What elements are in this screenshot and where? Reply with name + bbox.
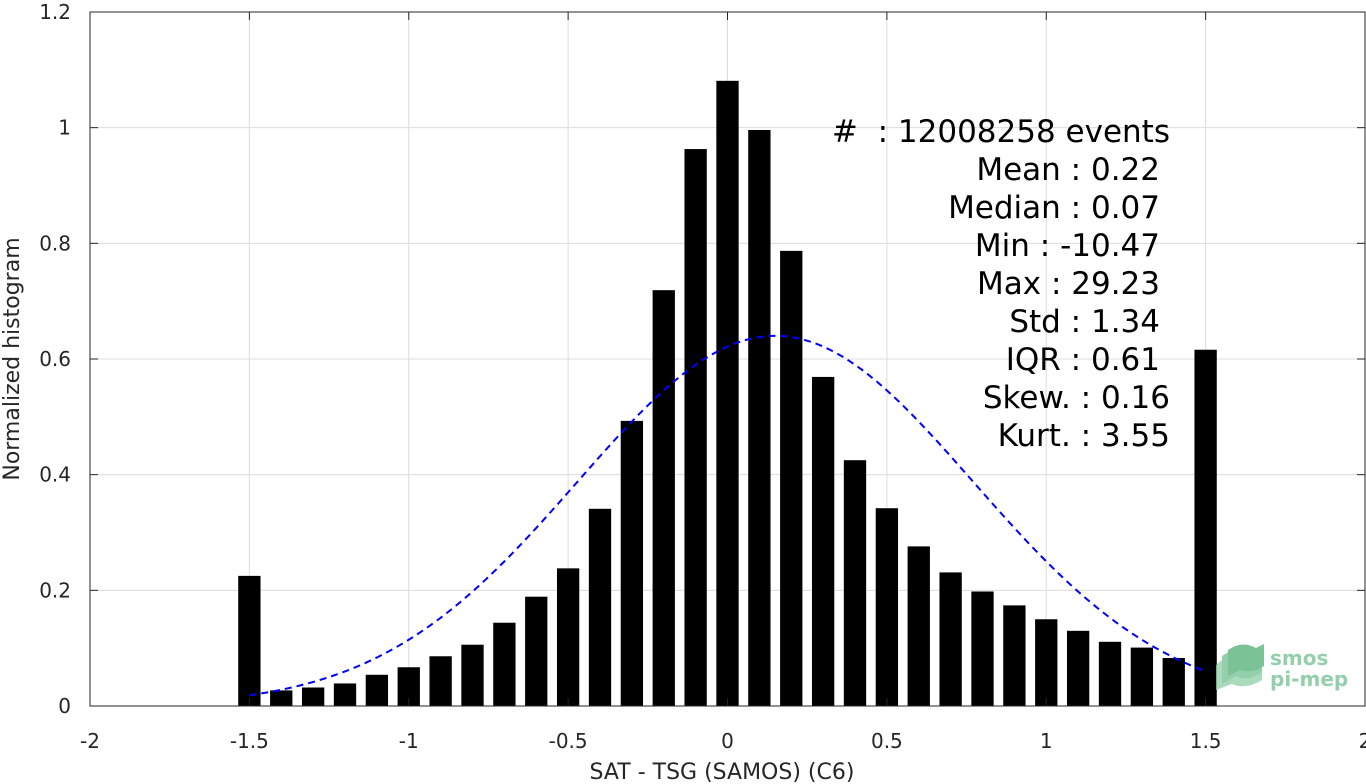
histogram-bar [556, 568, 580, 706]
histogram-bar [1162, 657, 1185, 706]
histogram-bar [620, 420, 644, 706]
stat-max: Max : 29.23 [977, 266, 1160, 302]
x-tick-label: 1 [1040, 729, 1053, 753]
x-tick-label: -1 [399, 729, 419, 753]
smos-pimep-logo: smos pi-mep [1216, 644, 1348, 691]
y-tick-label: 0 [58, 694, 71, 718]
logo-text-pimep: pi-mep [1270, 667, 1348, 691]
x-axis-label: SAT - TSG (SAMOS) (C6) [590, 760, 855, 784]
histogram-bar [525, 596, 548, 706]
histogram-bar [365, 674, 389, 706]
stat-skew: Skew. : 0.16 [983, 380, 1170, 416]
stat-std: Std : 1.34 [1009, 304, 1160, 340]
histogram-bar [301, 687, 325, 706]
histogram-bar [333, 683, 357, 706]
histogram-bar [397, 667, 420, 706]
histogram-bar [1035, 619, 1058, 706]
histogram-bar [1098, 641, 1122, 706]
x-tick-label: 1.5 [1190, 729, 1222, 753]
histogram-bar [588, 508, 612, 706]
y-tick-label: 0.8 [39, 231, 71, 255]
histogram-bar [238, 575, 261, 706]
histogram-bars [238, 80, 1217, 707]
histogram-bar [907, 546, 930, 706]
x-tick-label: -0.5 [549, 729, 588, 753]
histogram-bar [1194, 349, 1217, 706]
x-tick-label: -2 [80, 729, 100, 753]
logo-text-smos: smos [1270, 646, 1328, 670]
histogram-bar [461, 644, 484, 706]
y-tick-labels: 0 0.2 0.4 0.6 0.8 1 1.2 [39, 0, 71, 718]
y-axis-label: Normalized histogram [0, 237, 25, 480]
stat-median: Median : 0.07 [948, 190, 1160, 226]
histogram-bar [939, 572, 962, 706]
histogram-bar [843, 460, 867, 706]
x-tick-label: -1.5 [230, 729, 269, 753]
x-tick-label: 0 [721, 729, 734, 753]
histogram-bar [1066, 630, 1090, 706]
histogram-bar [748, 129, 771, 707]
histogram-bar [1003, 605, 1026, 706]
histogram-bar [270, 690, 293, 706]
logo-wave-icon [1216, 644, 1264, 690]
x-tick-label: 2 [1359, 729, 1366, 753]
y-tick-label: 0.2 [39, 578, 71, 602]
histogram-bar [971, 591, 994, 706]
histogram-bar [684, 149, 707, 706]
histogram-bar [875, 508, 899, 706]
axes [89, 11, 1366, 707]
histogram-bar [780, 250, 803, 706]
histogram-bar [1130, 647, 1154, 706]
histogram-bar [811, 376, 835, 706]
stat-kurt: Kurt. : 3.55 [998, 418, 1170, 454]
histogram-bar [493, 622, 516, 706]
stat-mean: Mean : 0.22 [976, 152, 1160, 188]
y-tick-label: 0.4 [39, 463, 71, 487]
stats-annotation: # : 12008258 events Mean : 0.22 Median :… [832, 114, 1170, 454]
x-tick-label: 0.5 [871, 729, 903, 753]
stat-events: # : 12008258 events [832, 114, 1170, 150]
y-tick-label: 0.6 [39, 347, 71, 371]
normal-fit-curve [249, 334, 1206, 697]
stat-min: Min : -10.47 [975, 228, 1160, 264]
stat-iqr: IQR : 0.61 [1006, 342, 1160, 378]
y-tick-label: 1 [58, 116, 71, 140]
histogram-bar [652, 290, 675, 706]
histogram-bar [716, 80, 739, 707]
y-tick-label: 1.2 [39, 0, 71, 24]
x-tick-labels: -2 -1.5 -1 -0.5 0 0.5 1 1.5 2 [80, 729, 1366, 753]
histogram-bar [429, 656, 452, 706]
